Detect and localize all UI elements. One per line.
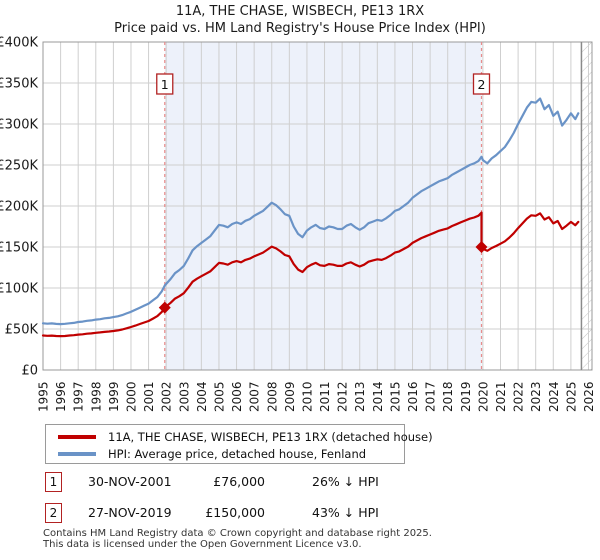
transaction-1-marker: 1 (45, 472, 62, 492)
copyright-line-1: Contains HM Land Registry data © Crown c… (43, 528, 432, 539)
x-tick-label: 2013 (353, 381, 367, 412)
x-tick-label: 2009 (283, 381, 297, 412)
price-chart-plot: 1 2 £0 £50K £100K £150K £200K £250K £300K £350K £4… (0, 36, 596, 413)
property-line-swatch (58, 435, 96, 439)
x-tick-label: 2000 (124, 381, 138, 412)
sale-number-box (472, 73, 491, 95)
x-tick-label: 1997 (72, 381, 86, 412)
x-tick-label: 2023 (529, 381, 543, 412)
legend-label-property: 11A, THE CHASE, WISBECH, PE13 1RX (detac… (108, 430, 433, 444)
page-title: 11A, THE CHASE, WISBECH, PE13 1RX (175, 4, 425, 19)
y-tick-label: £150K (0, 241, 38, 256)
legend-item-hpi: HPI: Average price, detached house, Fenl… (46, 446, 366, 462)
x-tick-label: 2026 (582, 381, 596, 412)
page-subtitle: Price paid vs. HM Land Registry's House … (114, 21, 486, 36)
y-tick-label: £200K (0, 200, 38, 215)
y-tick-label: £250K (0, 159, 38, 174)
transaction-1-date: 30-NOV-2001 (88, 474, 172, 489)
y-tick-label: £300K (0, 118, 38, 133)
x-tick-label: 2016 (406, 381, 420, 412)
transaction-2-date: 27-NOV-2019 (88, 505, 172, 520)
x-tick-label: 2024 (547, 381, 561, 412)
sale-number-label: 1 (161, 77, 169, 92)
x-tick-label: 2018 (441, 381, 455, 412)
x-tick-label: 2006 (230, 381, 244, 412)
transaction-2-hpi-diff: 43% ↓ HPI (312, 505, 379, 520)
x-tick-label: 2020 (476, 381, 490, 412)
y-tick-label: £350K (0, 77, 38, 92)
transaction-1-hpi-diff: 26% ↓ HPI (312, 474, 379, 489)
x-tick-label: 2005 (212, 381, 226, 412)
sale-number-label: 2 (478, 77, 486, 92)
x-tick-label: 1996 (54, 381, 68, 412)
property-price-line (41, 211, 580, 338)
sale-point-marker (475, 241, 488, 253)
x-tick-label: 1995 (37, 381, 51, 412)
chart-legend: 11A, THE CHASE, WISBECH, PE13 1RX (detac… (45, 424, 433, 464)
x-tick-label: 1998 (89, 381, 103, 412)
x-tick-label: 2008 (265, 381, 279, 412)
transaction-row-2: 2 27-NOV-2019 £150,000 43% ↓ HPI (45, 503, 565, 523)
x-tick-label: 2011 (318, 381, 332, 412)
legend-item-property: 11A, THE CHASE, WISBECH, PE13 1RX (detac… (46, 429, 433, 445)
x-tick-label: 2001 (142, 381, 156, 412)
transaction-1-price: £76,000 (213, 474, 265, 489)
x-tick-label: 2012 (336, 381, 350, 412)
x-tick-label: 2015 (388, 381, 402, 412)
y-tick-label: £100K (0, 282, 38, 297)
x-tick-label: 2002 (160, 381, 174, 412)
x-tick-label: 2004 (195, 381, 209, 412)
y-tick-label: £400K (0, 36, 38, 51)
x-tick-label: 2003 (177, 381, 191, 412)
legend-label-hpi: HPI: Average price, detached house, Fenl… (108, 447, 367, 461)
x-tick-label: 2019 (459, 381, 473, 412)
copyright-line-2: This data is licensed under the Open Gov… (43, 539, 362, 550)
sale-number-box (156, 73, 174, 95)
x-tick-label: 2022 (512, 381, 526, 412)
hpi-line-swatch (58, 452, 96, 456)
sale-point-marker (158, 301, 171, 314)
y-tick-label: £0 (21, 364, 38, 379)
x-tick-label: 2017 (424, 381, 438, 412)
plot-border (42, 41, 593, 371)
x-tick-label: 2014 (371, 381, 385, 412)
x-tick-label: 2025 (564, 381, 578, 412)
y-tick-label: £50K (5, 323, 39, 338)
hpi-line (41, 97, 580, 326)
x-tick-label: 2010 (300, 381, 314, 412)
transaction-row-1: 1 30-NOV-2001 £76,000 26% ↓ HPI (45, 472, 565, 492)
transaction-2-marker: 2 (45, 503, 62, 523)
x-tick-label: 2007 (248, 381, 262, 412)
x-tick-label: 1999 (107, 381, 121, 412)
x-tick-label: 2021 (494, 381, 508, 412)
transaction-2-price: £150,000 (205, 505, 265, 520)
